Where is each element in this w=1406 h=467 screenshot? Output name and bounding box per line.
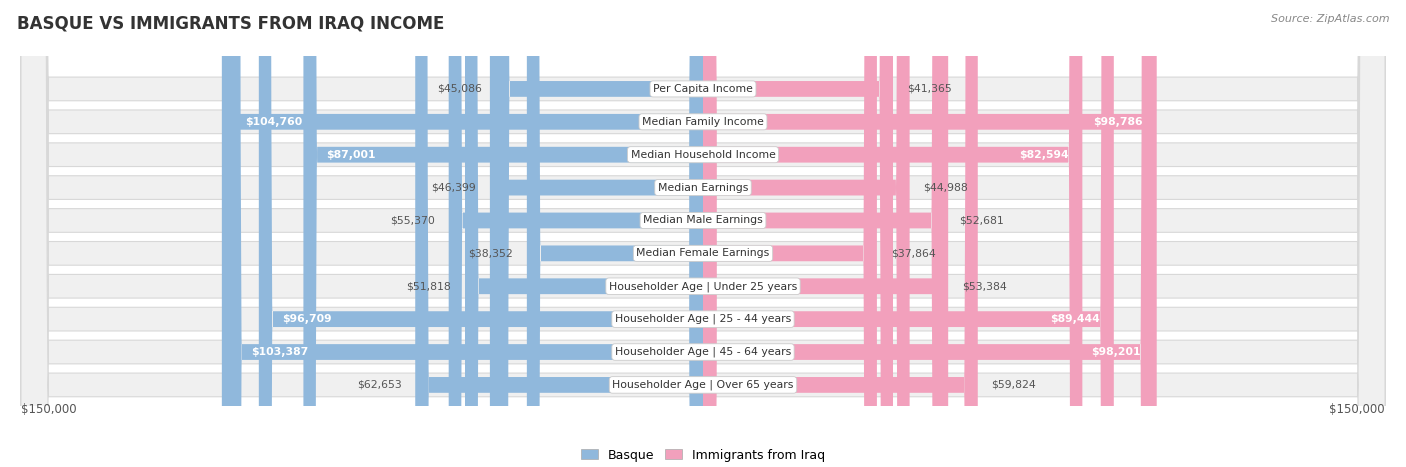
Text: $44,988: $44,988 [924, 183, 969, 192]
Text: Median Earnings: Median Earnings [658, 183, 748, 192]
Text: $62,653: $62,653 [357, 380, 402, 390]
FancyBboxPatch shape [703, 0, 948, 467]
FancyBboxPatch shape [21, 0, 1385, 467]
Text: $51,818: $51,818 [406, 281, 451, 291]
Text: Source: ZipAtlas.com: Source: ZipAtlas.com [1271, 14, 1389, 24]
FancyBboxPatch shape [703, 0, 977, 467]
Text: $53,384: $53,384 [962, 281, 1007, 291]
FancyBboxPatch shape [222, 0, 703, 467]
FancyBboxPatch shape [703, 0, 945, 467]
Text: $104,760: $104,760 [245, 117, 302, 127]
Text: $46,399: $46,399 [432, 183, 477, 192]
Text: Householder Age | Over 65 years: Householder Age | Over 65 years [612, 380, 794, 390]
Text: Householder Age | 45 - 64 years: Householder Age | 45 - 64 years [614, 347, 792, 357]
FancyBboxPatch shape [21, 0, 1385, 467]
FancyBboxPatch shape [21, 0, 1385, 467]
Text: $55,370: $55,370 [389, 215, 434, 226]
FancyBboxPatch shape [496, 0, 703, 467]
FancyBboxPatch shape [703, 0, 1157, 467]
FancyBboxPatch shape [21, 0, 1385, 467]
FancyBboxPatch shape [21, 0, 1385, 467]
Text: $82,594: $82,594 [1019, 150, 1069, 160]
FancyBboxPatch shape [21, 0, 1385, 467]
Text: $150,000: $150,000 [1330, 403, 1385, 416]
FancyBboxPatch shape [228, 0, 703, 467]
Text: $89,444: $89,444 [1050, 314, 1099, 324]
Text: Median Household Income: Median Household Income [630, 150, 776, 160]
Text: $98,201: $98,201 [1091, 347, 1140, 357]
Text: Householder Age | 25 - 44 years: Householder Age | 25 - 44 years [614, 314, 792, 325]
Text: $103,387: $103,387 [252, 347, 308, 357]
Text: Median Male Earnings: Median Male Earnings [643, 215, 763, 226]
FancyBboxPatch shape [21, 0, 1385, 467]
FancyBboxPatch shape [304, 0, 703, 467]
Text: $38,352: $38,352 [468, 248, 513, 258]
FancyBboxPatch shape [21, 0, 1385, 467]
Legend: Basque, Immigrants from Iraq: Basque, Immigrants from Iraq [575, 444, 831, 467]
Text: $41,365: $41,365 [907, 84, 952, 94]
FancyBboxPatch shape [703, 0, 893, 467]
Text: $87,001: $87,001 [326, 150, 375, 160]
FancyBboxPatch shape [259, 0, 703, 467]
Text: Median Female Earnings: Median Female Earnings [637, 248, 769, 258]
Text: BASQUE VS IMMIGRANTS FROM IRAQ INCOME: BASQUE VS IMMIGRANTS FROM IRAQ INCOME [17, 14, 444, 32]
FancyBboxPatch shape [21, 0, 1385, 467]
Text: $37,864: $37,864 [890, 248, 935, 258]
Text: Per Capita Income: Per Capita Income [652, 84, 754, 94]
FancyBboxPatch shape [703, 0, 910, 467]
FancyBboxPatch shape [489, 0, 703, 467]
FancyBboxPatch shape [527, 0, 703, 467]
FancyBboxPatch shape [449, 0, 703, 467]
Text: $150,000: $150,000 [21, 403, 76, 416]
Text: Median Family Income: Median Family Income [643, 117, 763, 127]
FancyBboxPatch shape [703, 0, 1083, 467]
FancyBboxPatch shape [415, 0, 703, 467]
Text: Householder Age | Under 25 years: Householder Age | Under 25 years [609, 281, 797, 291]
Text: $96,709: $96,709 [281, 314, 332, 324]
Text: $98,786: $98,786 [1094, 117, 1143, 127]
Text: $59,824: $59,824 [991, 380, 1036, 390]
FancyBboxPatch shape [703, 0, 1114, 467]
FancyBboxPatch shape [703, 0, 877, 467]
FancyBboxPatch shape [703, 0, 1154, 467]
Text: $45,086: $45,086 [437, 84, 482, 94]
FancyBboxPatch shape [465, 0, 703, 467]
Text: $52,681: $52,681 [959, 215, 1004, 226]
FancyBboxPatch shape [21, 0, 1385, 467]
